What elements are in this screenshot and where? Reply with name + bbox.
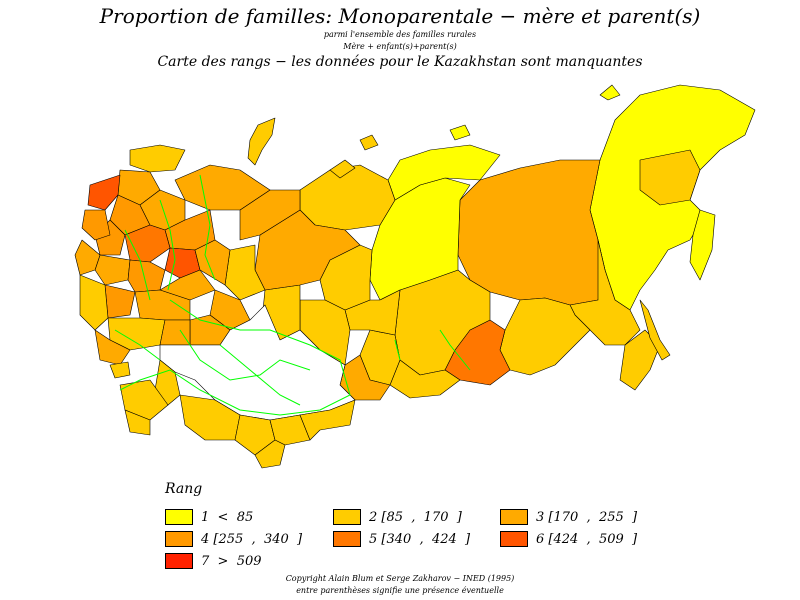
- legend-swatch-4: [165, 531, 193, 547]
- legend-item-1: 1 < 85: [165, 508, 253, 526]
- legend-swatch-7: [165, 553, 193, 569]
- map-subtitle: Carte des rangs − les données pour le Ka…: [157, 54, 643, 70]
- region-ukraine-w: [79, 274, 109, 331]
- legend-title: Rang: [165, 481, 203, 497]
- region-murmansk: [129, 144, 186, 173]
- region-central-12: [104, 284, 136, 319]
- region-central-9: [94, 254, 131, 286]
- region-caspian-north: [154, 359, 181, 406]
- region-yakutia: [457, 159, 606, 306]
- region-belarus: [74, 239, 101, 276]
- region-primorye: [619, 329, 661, 391]
- legend-swatch-1: [165, 509, 193, 525]
- region-kyrgyz: [269, 414, 311, 446]
- region-central-15: [159, 319, 191, 346]
- region-tuva: [389, 359, 461, 399]
- region-novaya-zemlya: [247, 117, 276, 166]
- legend-item-3: 3 [170 , 255 ]: [500, 508, 637, 526]
- legend-label-2: 2 [85 , 170 ]: [369, 509, 462, 525]
- region-ukraine-e: [94, 329, 131, 366]
- region-tajik: [254, 439, 286, 469]
- legend-label-1: 1 < 85: [201, 509, 254, 525]
- copyright-note: Copyright Alain Blum et Serge Zakharov −…: [285, 574, 515, 583]
- region-yamal: [299, 164, 396, 231]
- legend-item-4: 4 [255 , 340 ]: [165, 530, 302, 548]
- legend-swatch-5: [333, 531, 361, 547]
- region-georgia: [124, 409, 151, 436]
- legend-item-2: 2 [85 , 170 ]: [333, 508, 462, 526]
- legend-item-5: 5 [340 , 424 ]: [333, 530, 470, 548]
- legend-label-7: 7 > 509: [201, 553, 262, 569]
- legend-label-6: 6 [424 , 509 ]: [536, 531, 638, 547]
- map-title: Proportion de familles: Monoparentale − …: [99, 4, 701, 28]
- region-arkhangelsk: [174, 164, 271, 211]
- region-sakhalin: [639, 299, 671, 361]
- legend-swatch-3: [500, 509, 528, 525]
- region-central-8: [194, 239, 231, 286]
- region-kemerovo: [344, 289, 401, 336]
- legend-swatch-6: [500, 531, 528, 547]
- region-east-kz-border: [299, 399, 356, 441]
- legend-item-7: 7 > 509: [165, 552, 262, 570]
- legend-item-6: 6 [424 , 509 ]: [500, 530, 637, 548]
- region-khabarovsk: [569, 239, 641, 346]
- legend-label-4: 4 [255 , 340 ]: [201, 531, 303, 547]
- region-central-1: [87, 174, 121, 211]
- region-caucasus: [119, 379, 169, 421]
- parentheses-note: entre parenthèses signifie une présence …: [296, 586, 504, 595]
- region-kamchatka: [689, 209, 716, 281]
- map-subtitle-population: parmi l'ensemble des familles rurales: [323, 30, 477, 39]
- legend-label-3: 3 [170 , 255 ]: [536, 509, 638, 525]
- region-kazakhstan: [159, 304, 356, 421]
- legend-label-5: 5 [340 , 424 ]: [369, 531, 471, 547]
- region-magadan: [639, 149, 701, 206]
- map-subtitle-definition: Mère + enfant(s)+parent(s): [343, 42, 457, 51]
- legend-swatch-2: [333, 509, 361, 525]
- region-baltic: [81, 209, 111, 241]
- region-crimea: [109, 361, 131, 379]
- region-tomsk: [319, 244, 373, 311]
